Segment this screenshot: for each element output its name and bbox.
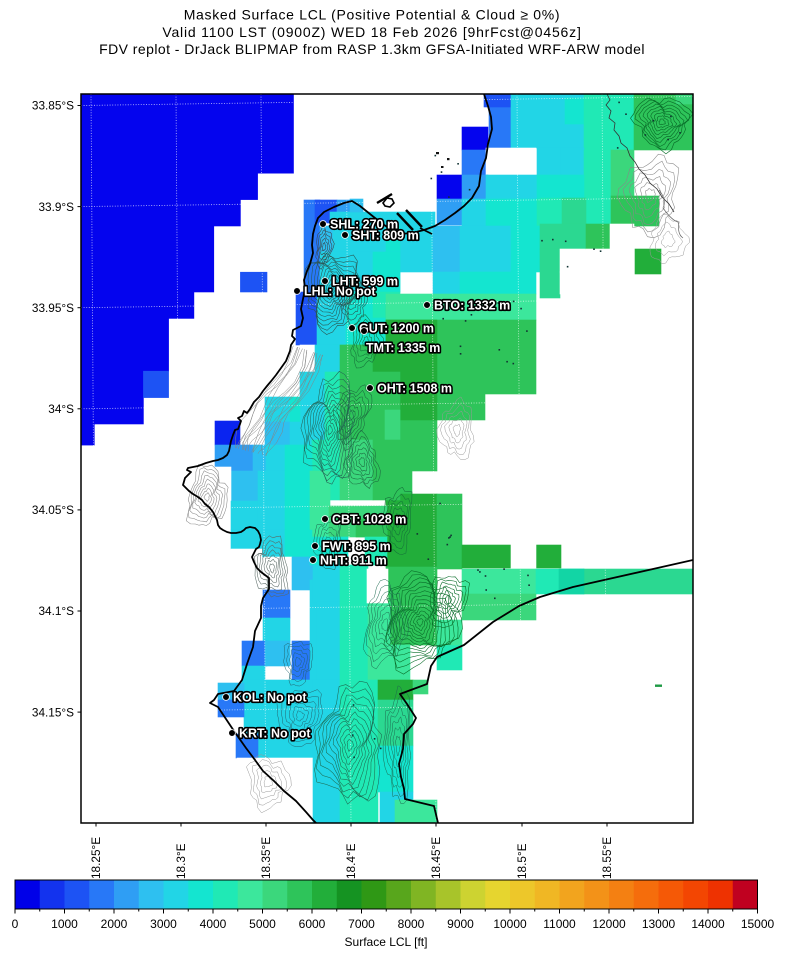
svg-text:18.35°E: 18.35°E [259, 837, 273, 879]
svg-text:9000: 9000 [447, 917, 474, 931]
svg-text:34.05°S: 34.05°S [32, 503, 74, 517]
svg-text:13000: 13000 [642, 917, 676, 931]
svg-text:7000: 7000 [348, 917, 375, 931]
svg-text:NHT: 911 m: NHT: 911 m [320, 554, 387, 568]
svg-text:LHL: No pot: LHL: No pot [304, 285, 376, 299]
svg-text:FDV replot - DrJack BLIPMAP fr: FDV replot - DrJack BLIPMAP from RASP 1.… [99, 41, 645, 57]
svg-text:3000: 3000 [150, 917, 177, 931]
svg-text:TMT: 1335 m: TMT: 1335 m [366, 341, 440, 355]
svg-text:33.85°S: 33.85°S [32, 99, 74, 113]
svg-text:OHT: 1508 m: OHT: 1508 m [377, 382, 452, 396]
svg-text:33.9°S: 33.9°S [38, 200, 74, 214]
svg-text:15000: 15000 [741, 917, 775, 931]
svg-text:CBT: 1028 m: CBT: 1028 m [332, 513, 406, 527]
svg-text:14000: 14000 [691, 917, 725, 931]
svg-text:5000: 5000 [249, 917, 276, 931]
svg-text:0: 0 [12, 917, 19, 931]
svg-text:1000: 1000 [51, 917, 78, 931]
svg-text:18.4°E: 18.4°E [344, 843, 358, 879]
svg-text:Valid 1100 LST (0900Z) WED 18: Valid 1100 LST (0900Z) WED 18 Feb 2026 [… [162, 24, 581, 40]
svg-text:FWT: 895 m: FWT: 895 m [322, 540, 391, 554]
svg-text:10000: 10000 [493, 917, 527, 931]
svg-text:LHT: 599 m: LHT: 599 m [332, 275, 398, 289]
svg-text:34.1°S: 34.1°S [38, 604, 74, 618]
svg-text:18.3°E: 18.3°E [174, 843, 188, 879]
svg-text:18.25°E: 18.25°E [89, 837, 103, 879]
svg-text:34.15°S: 34.15°S [32, 705, 74, 719]
svg-text:8000: 8000 [398, 917, 425, 931]
svg-text:GUT: 1200 m: GUT: 1200 m [359, 322, 434, 336]
svg-text:18.55°E: 18.55°E [600, 837, 614, 879]
svg-text:6000: 6000 [299, 917, 326, 931]
svg-text:18.5°E: 18.5°E [515, 843, 529, 879]
svg-text:SHL: 270 m: SHL: 270 m [330, 218, 398, 232]
svg-text:11000: 11000 [543, 917, 576, 931]
svg-text:Masked Surface LCL (Positive P: Masked Surface LCL (Positive Potential &… [184, 7, 561, 23]
svg-text:12000: 12000 [592, 917, 626, 931]
svg-text:Surface LCL [ft]: Surface LCL [ft] [345, 935, 428, 949]
svg-text:KRT: No pot: KRT: No pot [239, 727, 311, 741]
svg-text:KOL: No pot: KOL: No pot [233, 691, 307, 705]
svg-text:SHT: 809 m: SHT: 809 m [352, 229, 419, 243]
svg-text:18.45°E: 18.45°E [429, 837, 443, 879]
svg-text:BTO: 1332 m: BTO: 1332 m [434, 299, 510, 313]
svg-text:34°S: 34°S [48, 402, 74, 416]
svg-text:33.95°S: 33.95°S [32, 301, 74, 315]
svg-text:4000: 4000 [200, 917, 227, 931]
svg-text:2000: 2000 [101, 917, 128, 931]
